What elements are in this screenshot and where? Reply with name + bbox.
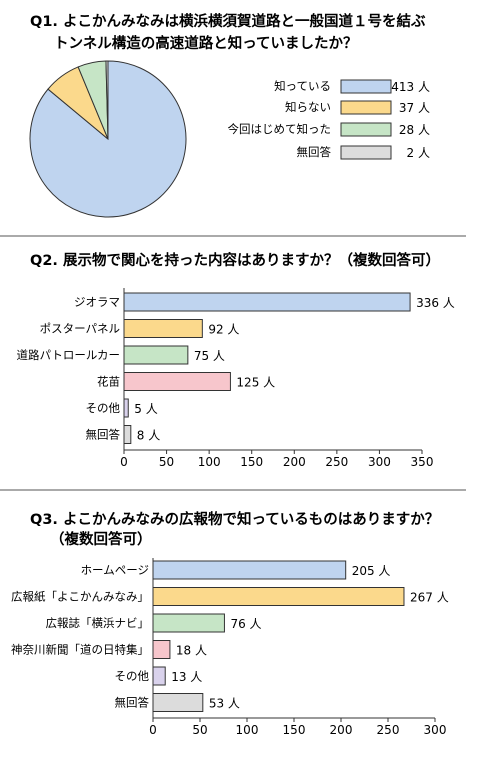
legend-swatch-2 — [340, 122, 392, 137]
x-tick-label-6: 300 — [368, 455, 391, 469]
q3-title-line1: Q3. よこかんみなみの広報物で知っているものはありますか？ — [30, 510, 439, 528]
bar-value-label-0: 336 人 — [416, 296, 455, 310]
q3-section: Q3. よこかんみなみの広報物で知っているものはありますか？ （複数回答可） 0… — [11, 510, 449, 737]
category-label-2: 広報誌「横浜ナビ」 — [46, 616, 150, 630]
bar-value-label-3: 125 人 — [236, 376, 275, 390]
legend-label-3: 無回答 — [297, 145, 332, 159]
x-tick-label-1: 50 — [159, 455, 174, 469]
legend-value-0: 413 人 — [391, 80, 430, 94]
x-tick-label-3: 150 — [283, 723, 306, 737]
bar-value-label-2: 75 人 — [194, 349, 225, 363]
bar-value-label-4: 13 人 — [171, 670, 202, 684]
bar-value-label-4: 5 人 — [134, 402, 157, 416]
bar-0 — [152, 560, 347, 580]
bar-value-label-0: 205 人 — [352, 564, 391, 578]
x-tick-label-7: 350 — [411, 455, 434, 469]
legend-swatch-0 — [340, 79, 392, 94]
bar-3 — [123, 372, 231, 391]
bar-value-label-1: 92 人 — [208, 323, 239, 337]
legend-label-0: 知っている — [274, 79, 331, 93]
category-label-5: 無回答 — [86, 428, 121, 442]
category-label-0: ジオラマ — [74, 295, 120, 309]
legend-value-2: 28 人 — [399, 123, 430, 137]
bar-value-label-2: 76 人 — [230, 617, 261, 631]
legend-label-1: 知らない — [285, 100, 331, 114]
bar-2 — [152, 613, 225, 633]
q1-title-line2: トンネル構造の高速道路と知っていましたか？ — [54, 34, 357, 52]
bar-5 — [152, 693, 204, 712]
bar-5 — [123, 425, 132, 444]
x-tick-label-2: 100 — [198, 455, 221, 469]
q3-bar-chart: 0 50 100 150 200 250 300 ホームページ 205 人広報紙「よこかんみなみ… — [11, 558, 449, 737]
bar-value-label-1: 267 人 — [410, 591, 449, 605]
bar-0 — [123, 292, 411, 312]
category-label-3: 神奈川新聞「道の日特集」 — [11, 643, 149, 657]
q1-section: Q1. よこかんみなみは横浜横須賀道路と一般国道１号を結ぶ トンネル構造の高速道… — [29, 12, 431, 218]
category-label-5: 無回答 — [115, 696, 150, 710]
category-label-2: 道路パトロールカー — [17, 348, 121, 362]
q1-title-line1: Q1. よこかんみなみは横浜横須賀道路と一般国道１号を結ぶ — [30, 12, 426, 30]
category-label-3: 花苗 — [97, 375, 120, 389]
legend-swatch-3 — [340, 145, 392, 160]
category-label-1: 広報紙「よこかんみなみ」 — [11, 590, 149, 604]
x-tick-label-5: 250 — [377, 723, 400, 737]
q3-title-line2: （複数回答可） — [50, 530, 152, 548]
x-tick-label-6: 300 — [424, 723, 447, 737]
bar-3 — [152, 640, 171, 659]
q1-pie-chart — [29, 60, 187, 218]
bar-value-label-3: 18 人 — [176, 644, 207, 658]
x-tick-label-4: 200 — [330, 723, 353, 737]
x-tick-label-4: 200 — [283, 455, 306, 469]
legend-label-2: 今回はじめて知った — [228, 122, 332, 136]
x-tick-label-0: 0 — [120, 455, 128, 469]
bar-1 — [152, 587, 405, 606]
category-label-4: その他 — [86, 401, 121, 415]
bar-value-label-5: 8 人 — [137, 429, 160, 443]
x-tick-label-2: 100 — [236, 723, 259, 737]
category-label-1: ポスターパネル — [40, 322, 120, 336]
category-label-4: その他 — [115, 669, 150, 683]
category-label-0: ホームページ — [81, 563, 149, 577]
q2-section: Q2. 展示物で関心を持った内容はありますか？（複数回答可） 0 50 100 150… — [17, 251, 455, 469]
bar-value-label-5: 53 人 — [209, 697, 240, 711]
bar-4 — [152, 666, 166, 686]
bar-4 — [123, 398, 129, 418]
legend-value-3: 2 人 — [407, 146, 430, 160]
x-tick-label-3: 150 — [240, 455, 263, 469]
pie-slice-3 — [105, 60, 109, 140]
bar-1 — [123, 319, 203, 338]
bar-2 — [123, 345, 189, 365]
x-tick-label-0: 0 — [149, 723, 157, 737]
q2-title: Q2. 展示物で関心を持った内容はありますか？（複数回答可） — [30, 251, 440, 269]
x-tick-label-5: 250 — [325, 455, 348, 469]
legend-swatch-1 — [340, 100, 392, 115]
x-tick-label-1: 50 — [192, 723, 207, 737]
legend-value-1: 37 人 — [399, 101, 430, 115]
